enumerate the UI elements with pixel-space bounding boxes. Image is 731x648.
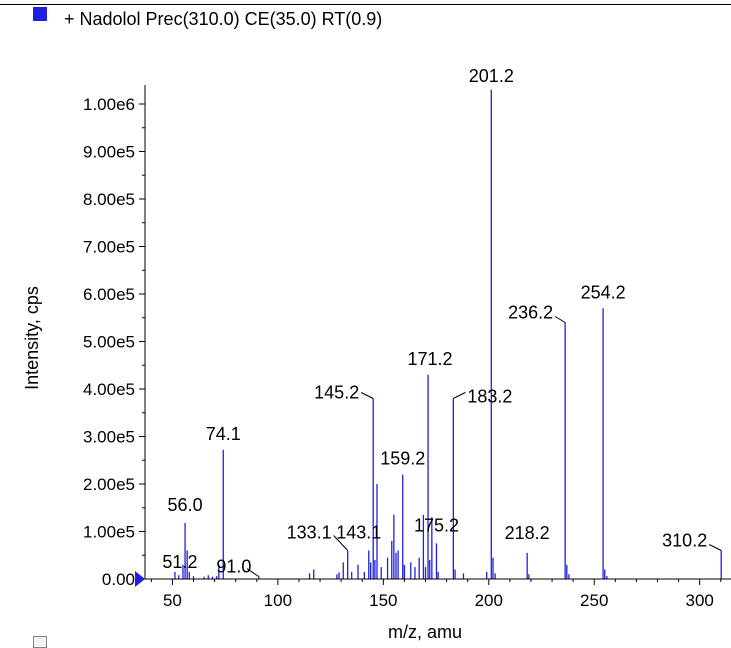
zero-marker-icon (135, 571, 145, 587)
y-tick-label: 1.00e5 (83, 523, 135, 542)
x-tick-label: 150 (369, 591, 397, 610)
peak-label-leader (333, 535, 349, 551)
y-tick-label: 7.00e5 (83, 238, 135, 257)
peak-label: 171.2 (408, 349, 453, 369)
peak-label-leader (453, 392, 466, 399)
y-tick-label: 4.00e5 (83, 380, 135, 399)
axes-layer: 0.00 1.00e5 2.00e5 3.00e5 4.00e5 5.00e5 6.00e5… (83, 85, 731, 610)
peak-label-leader (246, 568, 260, 578)
x-tick-label: 300 (686, 591, 714, 610)
peak-label: 254.2 (581, 282, 626, 302)
peak-label: 310.2 (662, 531, 707, 551)
x-tick-label: 200 (475, 591, 503, 610)
peak-label: 218.2 (505, 523, 550, 543)
peak-label: 159.2 (380, 449, 425, 469)
legend-swatch (33, 7, 47, 21)
peak-label: 56.0 (168, 495, 203, 515)
x-tick-label: 50 (163, 591, 182, 610)
peak-label-leader (360, 392, 374, 399)
legend-label: + Nadolol Prec(310.0) CE(35.0) RT(0.9) (64, 9, 383, 29)
top-rule (0, 4, 731, 5)
peak-label: 133.1 (287, 523, 332, 543)
secondary-legend-swatch (33, 636, 47, 648)
peak-label: 175.2 (414, 515, 459, 535)
y-tick-label: 5.00e5 (83, 333, 135, 352)
x-axis-label: m/z, amu (388, 622, 462, 642)
peak-label-leader (554, 316, 566, 323)
y-axis-label: Intensity, cps (22, 286, 42, 390)
x-tick-label: 100 (264, 591, 292, 610)
y-tick-label: 1.00e6 (83, 95, 135, 114)
peak-label: 143.1 (336, 523, 381, 543)
peak-labels-layer: 51.2 56.0 74.1 91.0 133.1 143.1 145.2 159.2 171.… (162, 66, 722, 578)
peak-label: 183.2 (467, 387, 512, 407)
peak-label-leader (708, 544, 722, 551)
peak-label: 74.1 (206, 424, 241, 444)
peak-label: 201.2 (469, 66, 514, 86)
peak-label: 51.2 (162, 552, 197, 572)
y-tick-label: 0.00 (102, 570, 135, 589)
peak-label: 236.2 (508, 303, 553, 323)
y-tick-label: 6.00e5 (83, 285, 135, 304)
y-tick-label: 8.00e5 (83, 190, 135, 209)
y-tick-label: 9.00e5 (83, 143, 135, 162)
y-tick-label: 3.00e5 (83, 428, 135, 447)
peaks-layer (174, 89, 722, 579)
peak-label: 91.0 (216, 557, 251, 577)
peak-label: 145.2 (314, 383, 359, 403)
y-tick-label: 2.00e5 (83, 475, 135, 494)
x-tick-label: 250 (580, 591, 608, 610)
